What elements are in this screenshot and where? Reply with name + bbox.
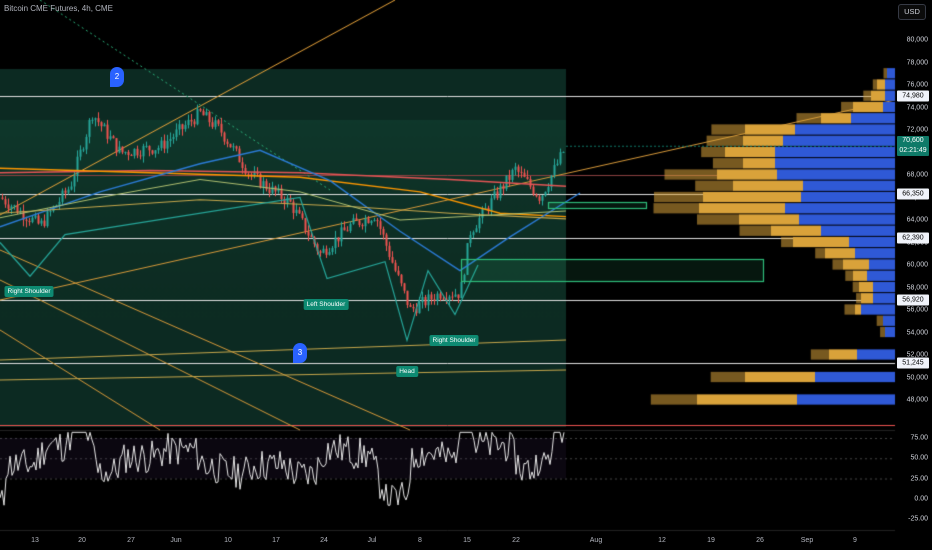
price-line-tag: 51,245 (897, 357, 929, 369)
last-price-countdown: 02:21:49 (899, 146, 927, 154)
time-axis-label: 15 (463, 537, 471, 544)
price-axis-label: 50,000 (906, 374, 928, 381)
last-price-tag: 70,600 02:21:49 (897, 135, 929, 156)
time-axis-label: Jun (170, 537, 182, 544)
currency-button[interactable]: USD (898, 4, 926, 20)
right-shoulder-label-2: Right Shoulder (429, 335, 479, 346)
price-axis-label: 72,000 (906, 126, 928, 134)
time-axis-label: 13 (31, 537, 39, 544)
price-axis-label: 58,000 (906, 284, 928, 291)
rsi-axis-label: 50.00 (910, 454, 928, 462)
rsi-axis-label: 0.00 (914, 495, 928, 503)
time-axis-label: 20 (78, 537, 86, 544)
price-axis-label: 48,000 (906, 396, 928, 404)
price-axis-label: 74,000 (906, 104, 928, 111)
time-axis-label: Jul (367, 537, 377, 544)
time-axis-label: 17 (272, 537, 280, 544)
price-line-tag: 74,980 (897, 90, 929, 102)
head-label: Head (396, 366, 418, 377)
price-axis-label: 56,000 (906, 306, 928, 314)
rsi-axis-label: -25.00 (908, 515, 928, 523)
time-axis-label: 8 (418, 537, 422, 544)
price-axis-label: 52,000 (906, 351, 928, 359)
price-axis-label: 68,000 (906, 171, 928, 179)
price-axis-label: 54,000 (906, 329, 928, 336)
price-axis-label: 76,000 (906, 81, 928, 89)
time-axis-label: Aug (589, 537, 603, 544)
time-axis-label: Sep (800, 537, 814, 544)
price-axis-label: 80,000 (906, 36, 928, 44)
time-axis-label: 27 (127, 537, 135, 544)
time-axis-label: 24 (320, 537, 328, 544)
price-line-tag: 62,390 (897, 232, 929, 244)
rsi-axis-label: 75.00 (910, 434, 928, 442)
wave-2-marker: 2 (110, 67, 124, 87)
time-axis-label: 19 (707, 537, 715, 544)
rsi-axis-label: 25.00 (910, 475, 928, 482)
price-axis-label: 78,000 (906, 59, 928, 66)
price-axis-label: 64,000 (906, 216, 928, 224)
price-axis-label: 60,000 (906, 261, 928, 269)
time-axis-label: 22 (512, 537, 520, 544)
right-shoulder-label-1: Right Shoulder (4, 286, 54, 297)
time-axis-label: 10 (224, 537, 232, 544)
price-line-tag: 56,920 (897, 294, 929, 306)
time-axis-label: 26 (756, 537, 764, 544)
price-line-tag: 66,350 (897, 188, 929, 200)
last-price-value: 70,600 (902, 136, 924, 144)
time-axis-label: 12 (658, 537, 666, 544)
symbol-title[interactable]: Bitcoin CME Futures, 4h, CME (4, 4, 113, 13)
time-axis-label: 9 (853, 537, 857, 544)
wave-3-marker: 3 (293, 343, 307, 363)
left-shoulder-label: Left Shoulder (303, 299, 349, 310)
